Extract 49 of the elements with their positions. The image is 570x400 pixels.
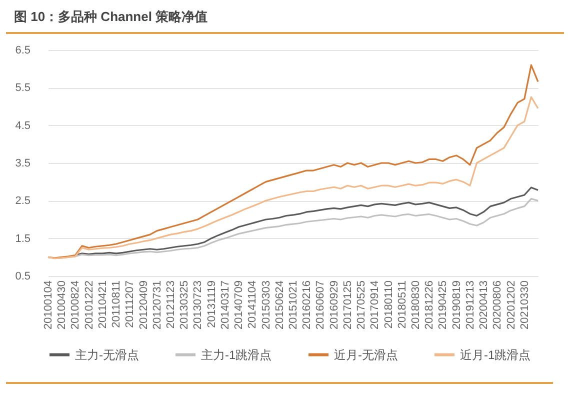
x-tick-label: 20200806: [492, 280, 504, 330]
chart-title: 图 10：多品种 Channel 策略净值: [6, 6, 564, 34]
x-tick-label: 20160929: [328, 280, 340, 330]
y-tick-label: 3.5: [15, 158, 30, 170]
x-tick-label: 20100104: [42, 280, 54, 330]
x-tick-label: 20130325: [178, 280, 191, 330]
x-tick-label: 20110421: [96, 280, 109, 329]
x-tick-label: 20120731: [151, 280, 164, 330]
y-tick-label: 1.5: [15, 232, 30, 245]
y-tick-label: 2.5: [15, 195, 30, 208]
x-tick-label: 20130723: [192, 280, 204, 330]
x-tick-label: 20121123: [165, 280, 177, 329]
x-tick-label: 20180830: [410, 280, 422, 330]
line-series: [47, 96, 539, 260]
x-tick-label: 20160607: [314, 280, 327, 330]
y-tick-label: 5.5: [15, 82, 30, 94]
x-tick-label: 20201202: [505, 280, 518, 330]
legend-label: 主力-无滑点: [75, 348, 139, 362]
x-tick-label: 20100430: [56, 280, 68, 330]
x-tick-label: 20210330: [518, 280, 531, 330]
legend-label: 近月-无滑点: [334, 348, 398, 362]
legend-label: 主力-1跳滑点: [201, 348, 272, 362]
x-tick-label: 20170525: [356, 280, 368, 330]
legend-label: 近月-1跳滑点: [460, 348, 531, 362]
x-tick-label: 20140317: [219, 280, 232, 330]
x-tick-label: 20170914: [369, 280, 382, 330]
x-tick-label: 20131119: [206, 280, 218, 328]
x-tick-label: 20150624: [274, 280, 286, 330]
x-tick-label: 20111207: [124, 280, 136, 328]
x-tick-label: 20191213: [464, 280, 476, 330]
y-tick-label: 6.5: [15, 44, 30, 56]
x-tick-label: 20150303: [260, 280, 272, 330]
x-tick-label: 20101222: [83, 280, 96, 330]
x-tick-label: 20110811: [110, 280, 123, 328]
x-tick-label: 20170125: [342, 280, 354, 330]
x-tick-label: 20151021: [288, 280, 300, 330]
x-tick-label: 20200413: [478, 280, 490, 330]
x-tick-label: 20180511: [396, 280, 408, 329]
x-tick-label: 20190425: [437, 280, 450, 330]
x-tick-label: 20141104: [246, 280, 259, 329]
x-tick-label: 20180110: [382, 280, 395, 329]
x-tick-label: 20100824: [70, 280, 82, 330]
x-tick-label: 20181226: [424, 280, 436, 330]
x-tick-label: 20190819: [450, 280, 463, 330]
x-tick-label: 20120409: [138, 280, 150, 330]
y-tick-label: 0.5: [15, 270, 30, 282]
y-tick-label: 4.5: [15, 120, 30, 132]
x-tick-label: 20140709: [233, 280, 246, 330]
x-tick-label: 20160216: [301, 280, 314, 330]
